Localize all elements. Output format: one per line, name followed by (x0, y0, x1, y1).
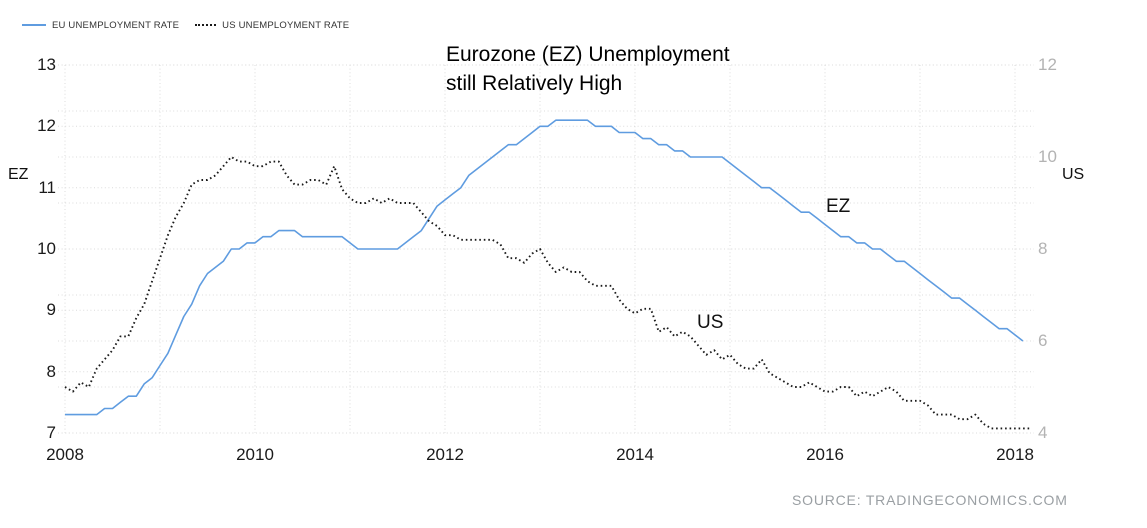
us-unemployment-line (64, 156, 1031, 430)
right-axis-title: US (1062, 166, 1085, 183)
chart-title-line2: still Relatively High (446, 72, 623, 95)
legend-label-eu: EU UNEMPLOYMENT RATE (52, 19, 180, 31)
source-credit: SOURCE: TRADINGECONOMICS.COM (792, 492, 1068, 508)
chart-title-line1: Eurozone (EZ) Unemployment (446, 43, 730, 66)
us-series-annotation: US (697, 312, 724, 333)
eu-unemployment-line (65, 119, 1024, 416)
ez-series-annotation: EZ (826, 196, 851, 217)
us-line-swatch (195, 24, 217, 26)
legend: EU UNEMPLOYMENT RATE US UNEMPLOYMENT RAT… (22, 18, 349, 32)
chart-title: Eurozone (EZ) Unemployment still Relativ… (446, 40, 730, 98)
legend-item-eu[interactable]: EU UNEMPLOYMENT RATE (22, 20, 179, 31)
legend-label-us: US UNEMPLOYMENT RATE (222, 19, 350, 31)
left-axis-title: EZ (8, 166, 29, 183)
legend-item-us[interactable]: US UNEMPLOYMENT RATE (195, 20, 349, 31)
eu-line-swatch (22, 24, 46, 26)
